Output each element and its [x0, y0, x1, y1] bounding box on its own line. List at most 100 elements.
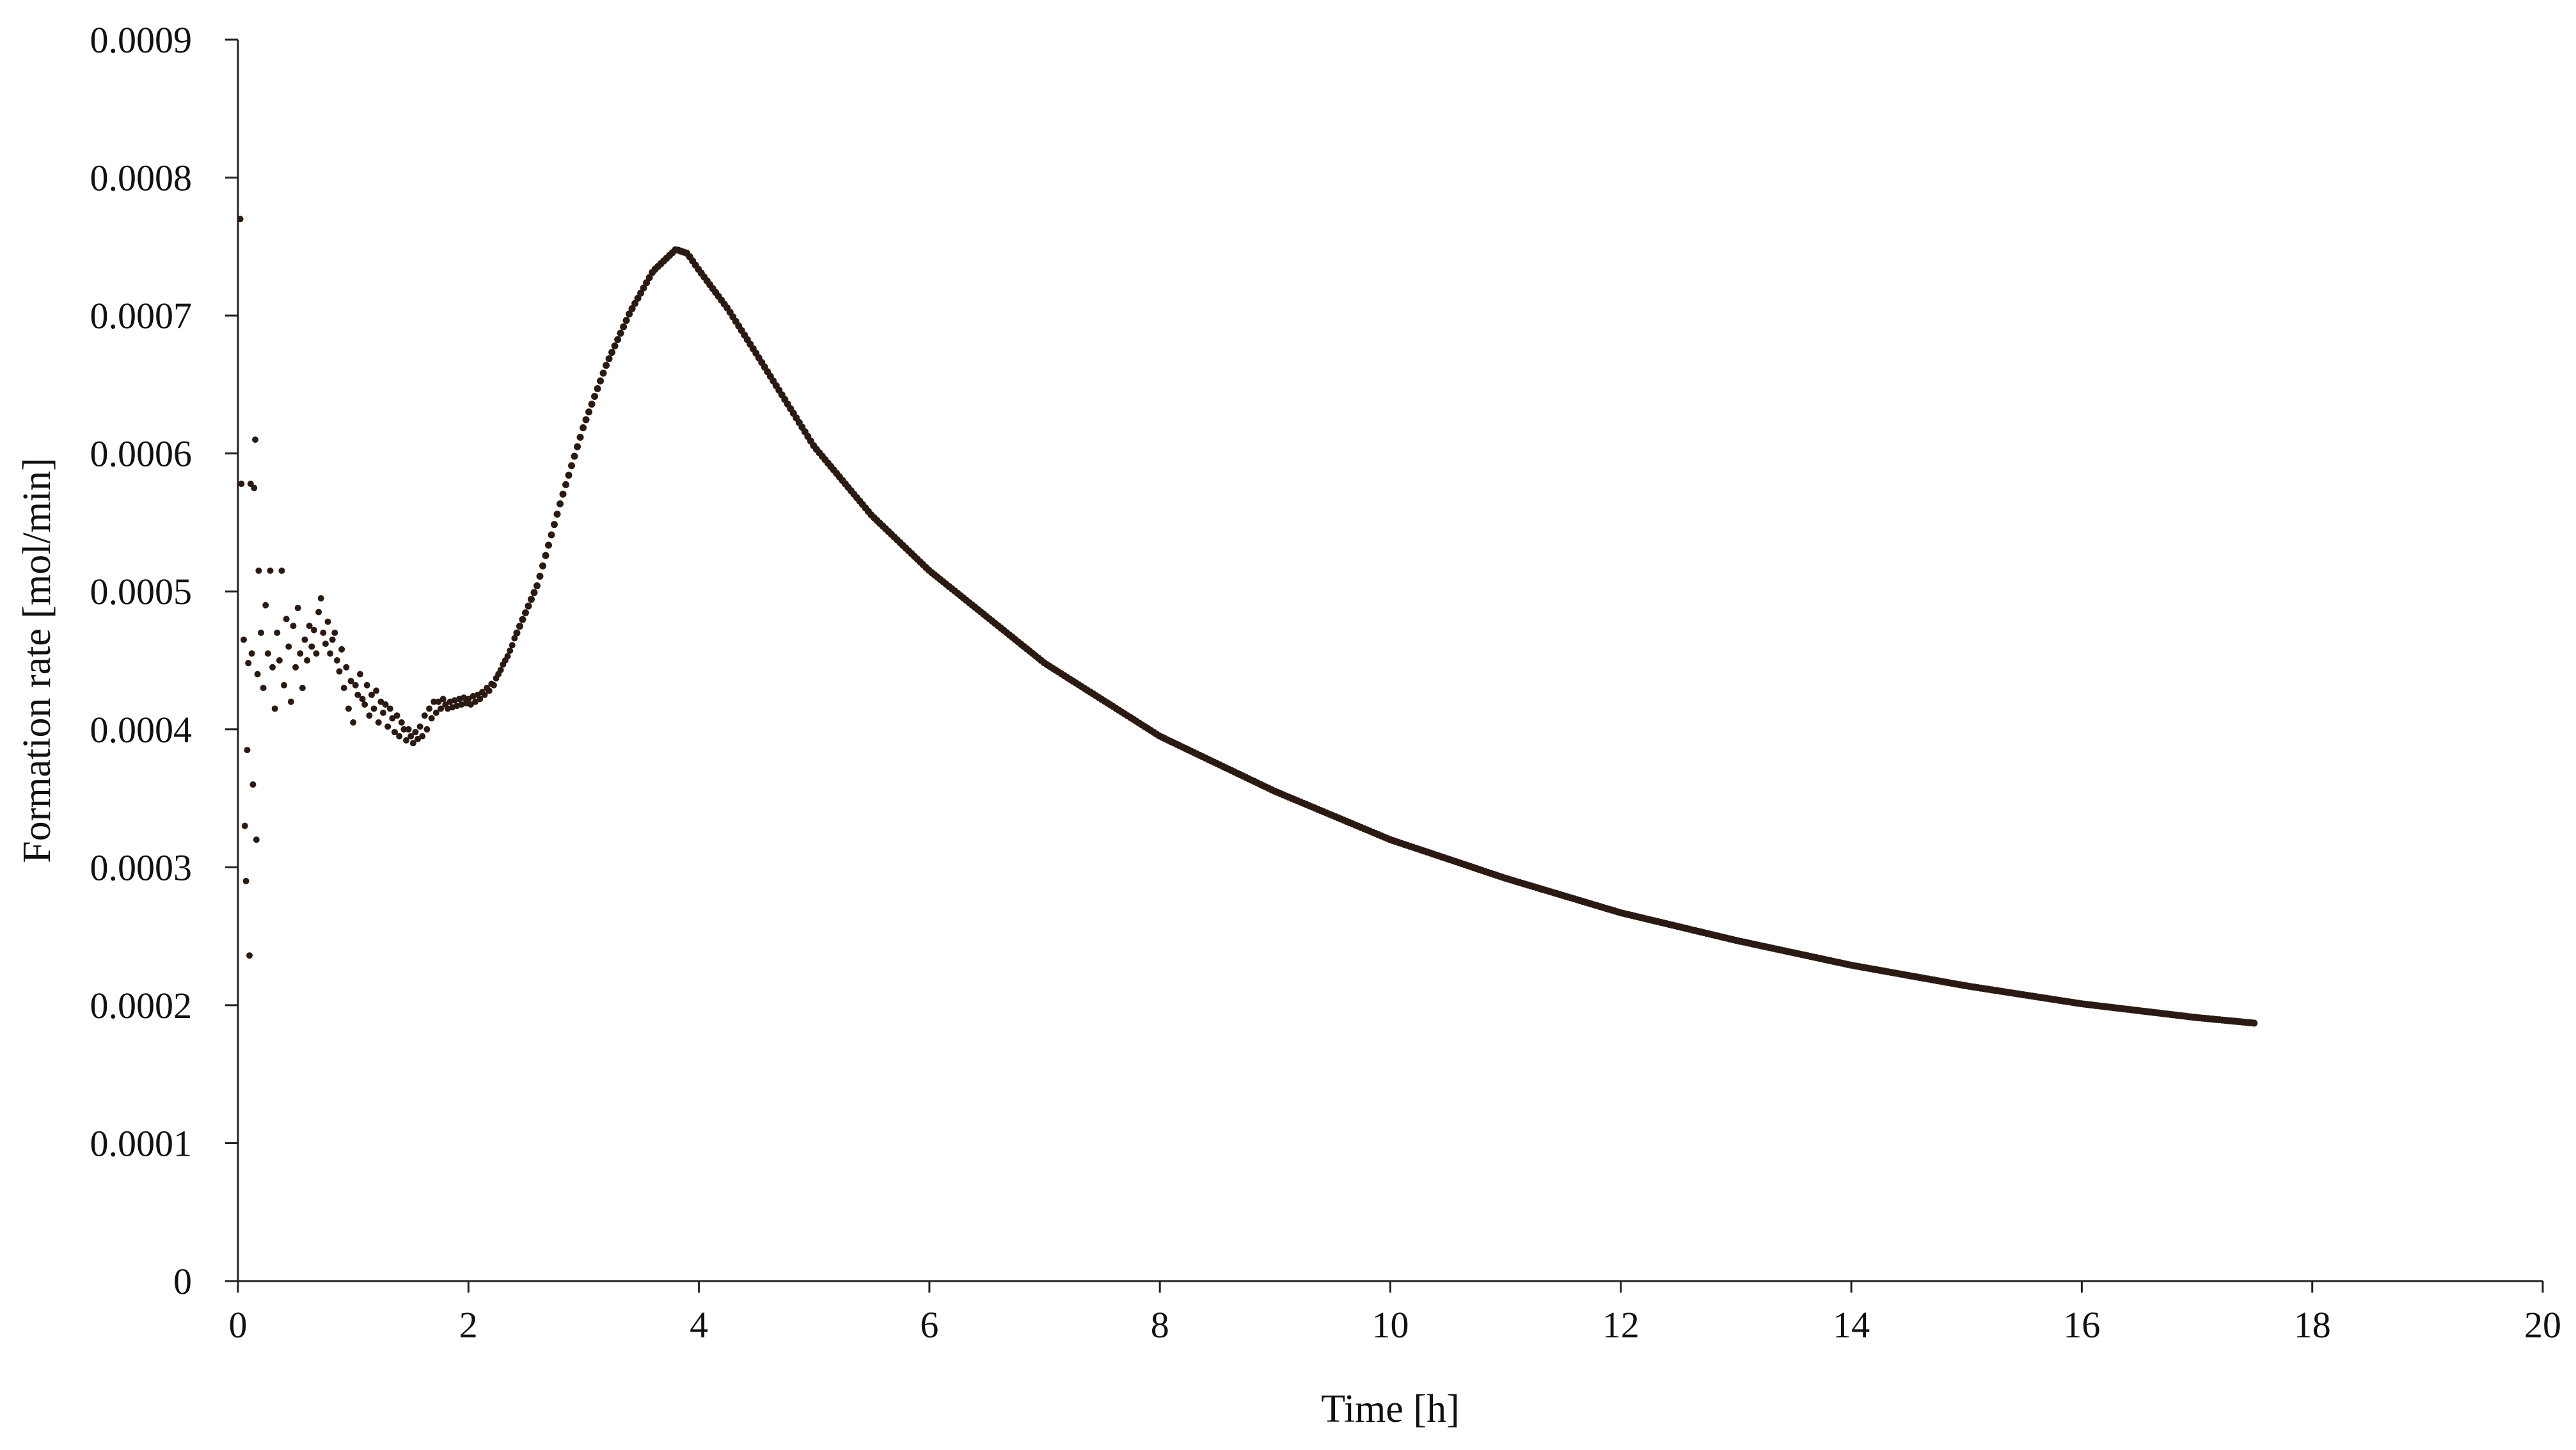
y-tick-label: 0.0008 — [90, 157, 193, 199]
x-tick-label: 14 — [1833, 1304, 1870, 1346]
data-point — [591, 392, 599, 400]
data-point — [594, 385, 601, 392]
data-point — [244, 747, 251, 754]
data-point — [373, 687, 380, 694]
data-point — [271, 705, 278, 712]
data-point — [557, 500, 564, 507]
x-tick-label: 20 — [2524, 1304, 2561, 1346]
data-point — [603, 362, 610, 369]
data-point — [304, 657, 311, 664]
data-point — [400, 726, 407, 733]
y-tick-label: 0.0003 — [90, 847, 193, 888]
data-point — [384, 723, 391, 730]
data-point — [292, 664, 299, 671]
data-point — [507, 647, 514, 654]
data-point — [551, 521, 558, 529]
data-point — [477, 696, 484, 703]
data-point — [267, 567, 274, 574]
data-point — [481, 691, 488, 698]
data-point — [354, 691, 361, 698]
data-point — [308, 643, 315, 650]
data-point — [643, 279, 651, 287]
data-point — [545, 541, 553, 549]
data-point — [419, 733, 426, 740]
data-point — [539, 562, 546, 570]
data-point — [525, 602, 532, 610]
data-point — [412, 729, 419, 736]
y-axis-ticks: 0 0.0001 0.0002 0.0003 0.0004 0.0005 0.0006 0.0… — [90, 19, 238, 1302]
data-point — [637, 289, 645, 297]
data-point — [617, 330, 624, 337]
x-tick-label: 16 — [2063, 1304, 2100, 1346]
data-point — [310, 626, 317, 633]
x-tick-label: 6 — [920, 1304, 938, 1346]
data-point — [585, 408, 593, 416]
data-point — [299, 685, 306, 692]
data-point — [416, 723, 423, 730]
data-point — [421, 712, 428, 719]
data-point — [428, 715, 435, 722]
data-point — [290, 623, 297, 630]
data-point — [614, 336, 622, 344]
data-point — [350, 719, 357, 726]
y-tick-label: 0.0007 — [90, 295, 193, 337]
data-point — [297, 650, 304, 657]
data-point — [327, 650, 334, 657]
data-point — [622, 317, 630, 324]
data-point — [423, 726, 431, 733]
data-point — [486, 687, 493, 694]
data-point — [513, 629, 521, 637]
data-point — [252, 436, 259, 443]
data-point — [497, 667, 504, 674]
data-point — [536, 573, 544, 580]
x-axis-title: Time [h] — [1321, 1387, 1459, 1431]
data-point — [345, 705, 352, 712]
data-point — [336, 668, 343, 675]
data-point — [249, 781, 257, 788]
data-point — [382, 701, 389, 708]
data-point — [338, 646, 345, 653]
data-point — [405, 726, 412, 733]
data-point — [2250, 1019, 2258, 1027]
y-tick-label: 0.0006 — [90, 433, 193, 475]
data-point — [347, 678, 354, 685]
data-point — [582, 416, 590, 424]
data-point — [246, 952, 253, 959]
data-point — [431, 698, 438, 705]
data-point — [426, 705, 433, 712]
data-point — [294, 605, 301, 612]
data-point — [516, 623, 523, 630]
data-point — [241, 636, 248, 643]
data-point — [391, 729, 399, 736]
data-point — [576, 433, 584, 441]
data-point — [403, 737, 410, 744]
data-point — [626, 310, 633, 318]
data-point — [253, 836, 260, 843]
data-point — [331, 629, 338, 636]
data-point — [276, 657, 283, 664]
data-point — [608, 349, 616, 356]
data-point — [628, 305, 636, 312]
data-point — [278, 567, 285, 574]
data-point — [511, 635, 518, 642]
data-point — [432, 709, 439, 716]
data-points — [237, 216, 2258, 1027]
data-point — [509, 642, 516, 649]
data-point — [241, 822, 248, 829]
data-point — [361, 701, 368, 708]
data-point — [356, 671, 363, 678]
y-tick-label: 0.0009 — [90, 19, 193, 61]
x-axis-ticks: 0 2 4 6 8 10 12 14 16 18 20 — [229, 1281, 2561, 1346]
data-point — [324, 618, 331, 625]
data-point — [472, 698, 479, 705]
data-point — [565, 472, 573, 479]
data-point — [315, 609, 322, 616]
data-point — [396, 733, 403, 740]
data-point — [359, 696, 366, 703]
data-point — [389, 715, 396, 722]
data-point — [343, 664, 350, 671]
y-tick-label: 0.0001 — [90, 1122, 193, 1164]
data-point — [258, 629, 265, 636]
data-point — [409, 740, 416, 747]
data-point — [542, 552, 549, 559]
